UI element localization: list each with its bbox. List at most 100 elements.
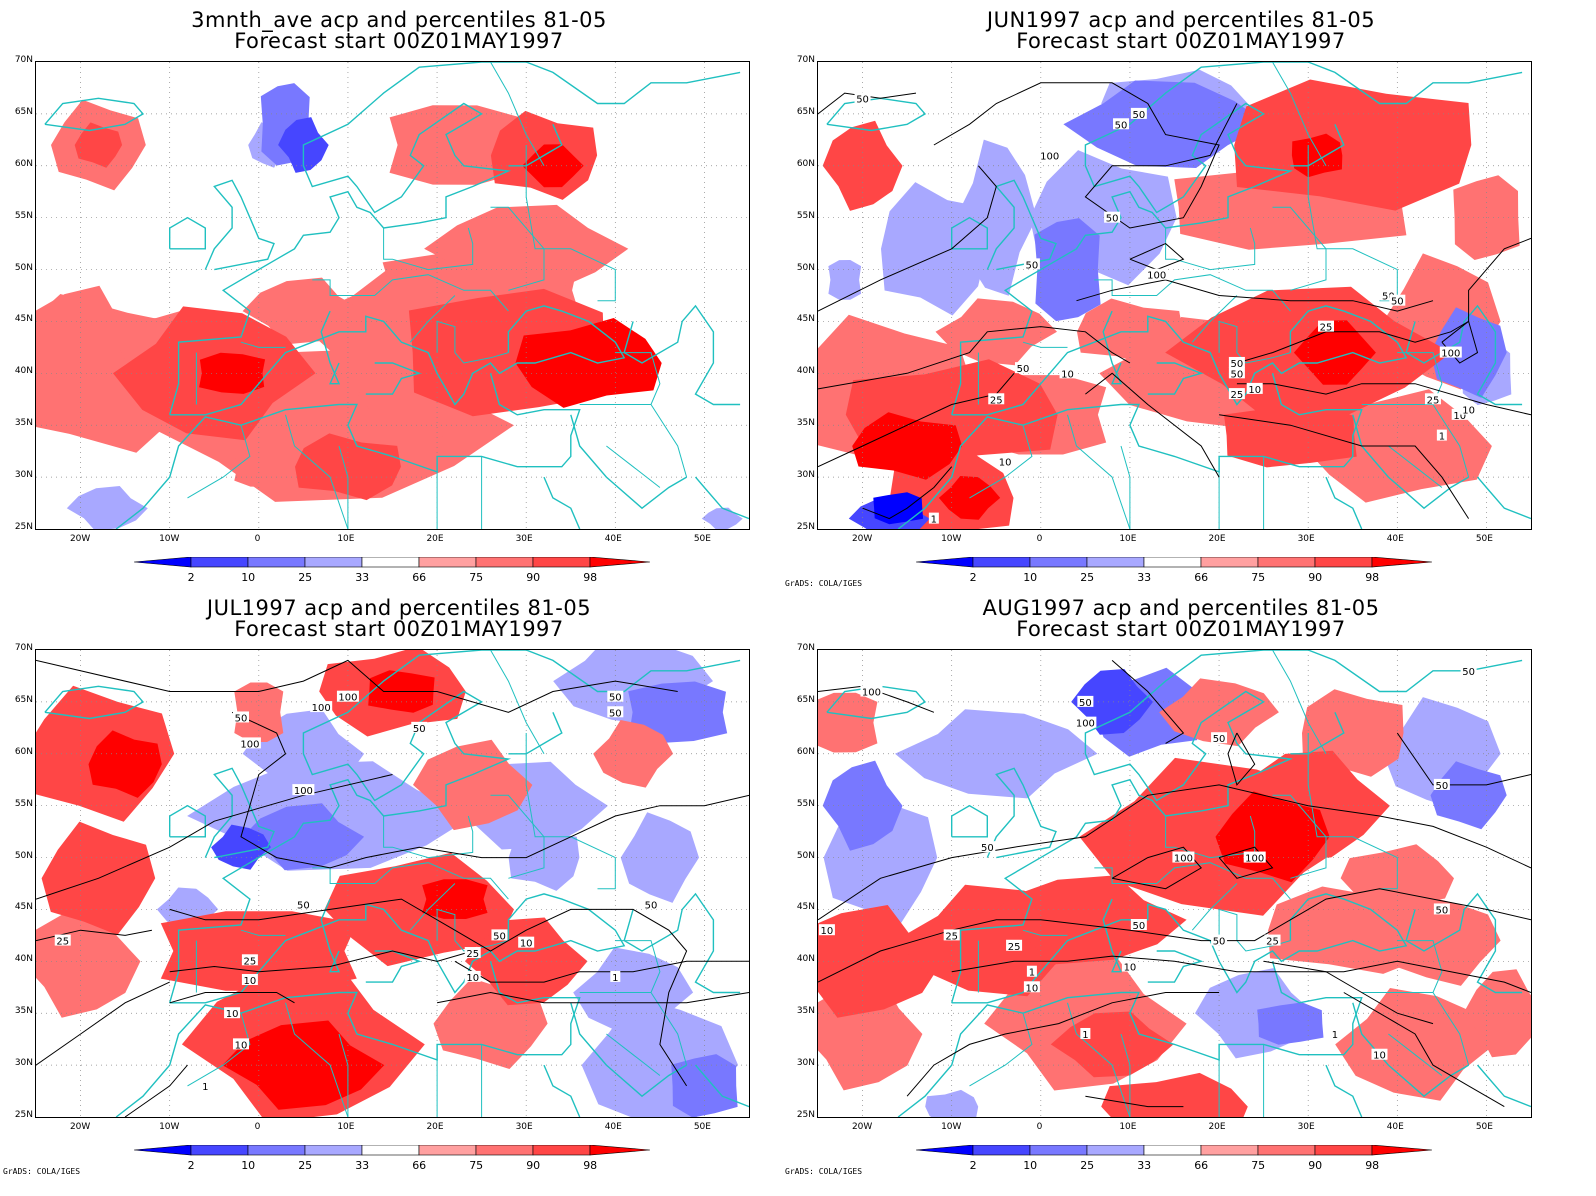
percentile-region: [895, 709, 1098, 799]
map-area: 50 100 50 100 50 50 50 100 100 25 50 25 50 50 10 25 10 10…: [817, 649, 1532, 1118]
contour-label: 25: [241, 954, 258, 967]
colorbar-tick-label: 10: [241, 1159, 256, 1172]
contour-label: 1: [1436, 429, 1447, 443]
lat-tick-label: 50N: [14, 262, 33, 273]
contour-label: 50: [232, 711, 249, 724]
colorbar-tick-label: 90: [1308, 1159, 1323, 1172]
svg-text:50: 50: [1115, 120, 1128, 131]
svg-text:1: 1: [202, 1082, 208, 1093]
panel-title: JUL1997 acp and percentiles 81-05: [206, 596, 592, 620]
contour-label: 50: [1104, 211, 1121, 225]
contour-label: 1: [928, 512, 939, 526]
lat-tick-label: 25N: [14, 1110, 33, 1120]
contour-label: 100: [336, 690, 359, 704]
lat-tick-label: 45N: [14, 902, 33, 913]
panel-subtitle: Forecast start 00Z01MAY1997: [1016, 29, 1346, 53]
lat-tick-label: 70N: [14, 55, 33, 65]
colorbar-tick-label: 90: [526, 571, 541, 584]
lat-tick-label: 55N: [14, 798, 33, 809]
svg-text:1: 1: [931, 515, 937, 526]
colorbar-tick-label: 2: [187, 1159, 195, 1172]
contour-label: 10: [1121, 960, 1138, 974]
svg-text:50: 50: [609, 693, 622, 704]
percentile-region: [1430, 761, 1507, 830]
colorbar-tick-label: 98: [583, 1159, 598, 1172]
colorbar-tick-label: 33: [1137, 571, 1152, 584]
lat-tick-label: 65N: [14, 694, 33, 705]
contour-label: 50: [1077, 695, 1094, 709]
lon-tick-label: 30E: [515, 1122, 533, 1132]
contour-label: 100: [292, 784, 315, 797]
colorbar: [134, 1145, 651, 1156]
percentile-region: [1050, 1011, 1174, 1078]
contour-label: 10: [241, 974, 258, 987]
lon-tick-label: 50E: [693, 534, 711, 544]
lon-tick-label: 20E: [426, 534, 444, 544]
percentile-region: [424, 204, 629, 293]
map-area: [35, 61, 750, 530]
lat-tick-label: 60N: [14, 158, 33, 169]
percentile-region: [984, 875, 1187, 965]
percentile-region: [620, 812, 699, 903]
colorbar-tick-label: 75: [469, 571, 484, 584]
colorbar-tick-label: 10: [1023, 571, 1038, 584]
coastlines: [44, 62, 749, 529]
contour-label: 1: [1026, 965, 1037, 979]
colorbar-tick-label: 75: [469, 1159, 484, 1172]
contour-lines: [36, 659, 749, 1117]
svg-text:1: 1: [1029, 968, 1035, 979]
lon-tick-label: 20W: [69, 534, 91, 544]
svg-text:100: 100: [294, 786, 313, 797]
contour-label: 10: [518, 936, 535, 950]
svg-text:50: 50: [1436, 781, 1449, 792]
coastlines: [826, 650, 1531, 1117]
contour-label: 100: [1439, 346, 1462, 360]
map-panel-jul: JUL1997 acp and percentiles 81-05 Forecas…: [0, 588, 798, 1186]
svg-text:100: 100: [1040, 151, 1059, 162]
contour-label: 25: [988, 393, 1005, 406]
colorbar-tick-label: 25: [1080, 571, 1095, 584]
lon-tick-label: 10E: [337, 534, 355, 544]
percentile-region: [422, 879, 488, 919]
lon-tick-label: 10W: [159, 534, 180, 544]
map-panel-aug: AUG1997 acp and percentiles 81-05 Forecas…: [782, 588, 1580, 1186]
svg-text:50: 50: [1132, 921, 1145, 932]
percentile-region: [1463, 969, 1531, 1058]
colorbar-tick-label: 66: [1194, 571, 1209, 584]
percentile-region: [852, 412, 963, 480]
lat-tick-label: 25N: [796, 1110, 815, 1120]
map-canvas: [36, 62, 749, 529]
contour-label: 100: [1038, 149, 1061, 162]
svg-text:50: 50: [1132, 110, 1145, 121]
svg-text:50: 50: [645, 900, 658, 911]
lat-tick-label: 45N: [14, 314, 33, 325]
svg-text:50: 50: [493, 931, 506, 942]
svg-text:100: 100: [1174, 854, 1193, 865]
shading-layer: [818, 667, 1531, 1117]
svg-text:50: 50: [609, 708, 622, 719]
lat-tick-label: 60N: [796, 746, 815, 757]
svg-text:10: 10: [520, 939, 533, 950]
lat-tick-label: 65N: [796, 106, 815, 117]
panel-subtitle: Forecast start 00Z01MAY1997: [1016, 617, 1346, 641]
lat-tick-label: 35N: [796, 1006, 815, 1017]
lon-tick-label: 0: [1036, 534, 1043, 544]
map-area: 50 50 50 100 50 50 100 50 50 50 25 100 50 10 50 25 10 25 1…: [817, 61, 1532, 530]
map-canvas: 100 100 50 100 50 50 50 100 50 50 25 25 10 50 25 10 10 10…: [36, 650, 749, 1117]
colorbar-tick-label: 66: [412, 571, 427, 584]
contour-label: 50: [295, 898, 312, 911]
lon-tick-label: 40E: [604, 1122, 622, 1132]
panel-title: AUG1997 acp and percentiles 81-05: [982, 596, 1380, 620]
svg-text:50: 50: [1462, 667, 1475, 678]
lon-tick-label: 40E: [1386, 1122, 1404, 1132]
contour-label: 50: [1130, 107, 1147, 121]
lat-tick-label: 30N: [14, 470, 33, 481]
svg-text:100: 100: [1441, 349, 1460, 360]
lon-tick-label: 40E: [1386, 534, 1404, 544]
lat-tick-label: 50N: [14, 850, 33, 861]
contour-label: 50: [411, 721, 428, 735]
colorbar-tick-label: 98: [583, 571, 598, 584]
lon-tick-label: 30E: [1297, 1122, 1315, 1132]
contour-label: 50: [1023, 258, 1040, 271]
